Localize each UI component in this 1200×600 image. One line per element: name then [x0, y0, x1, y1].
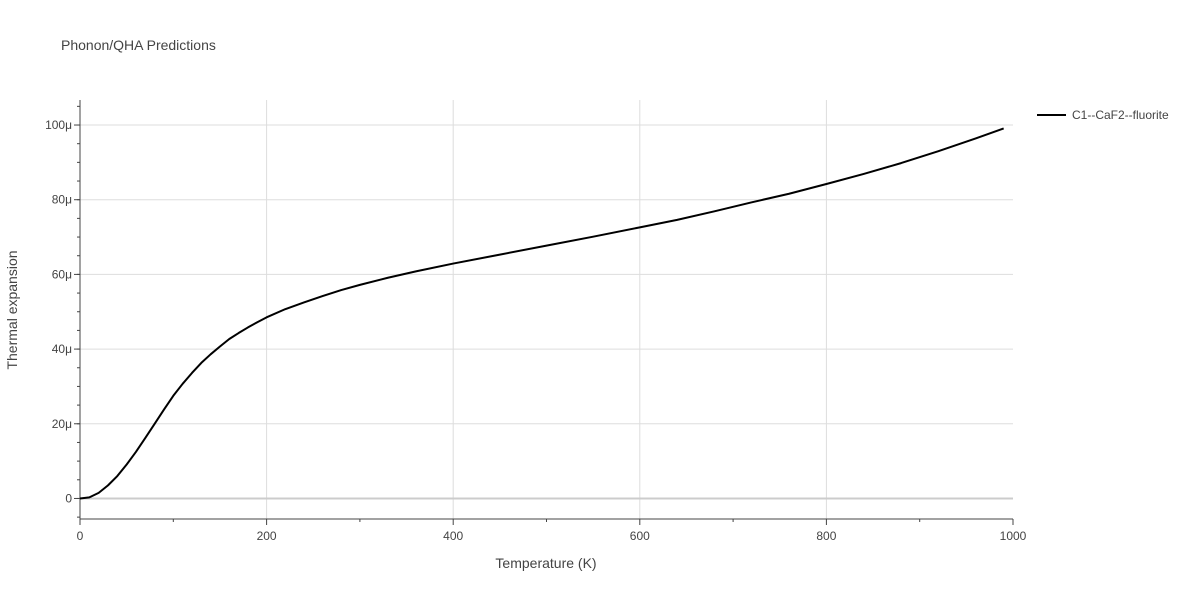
x-tick-label: 1000 — [1000, 529, 1027, 543]
legend[interactable]: C1--CaF2--fluorite — [1037, 108, 1169, 122]
y-tick-label: 40μ — [52, 342, 72, 356]
y-tick-label: 60μ — [52, 267, 72, 281]
x-tick-label: 600 — [630, 529, 650, 543]
x-axis-title: Temperature (K) — [495, 555, 596, 571]
series-group — [79, 127, 1005, 500]
x-tick-label: 800 — [816, 529, 836, 543]
legend-label: C1--CaF2--fluorite — [1072, 108, 1169, 122]
y-tick-label: 100μ — [45, 118, 72, 132]
x-tick-label: 200 — [257, 529, 277, 543]
x-tick-label: 0 — [77, 529, 84, 543]
y-tick-label: 20μ — [52, 417, 72, 431]
axes — [79, 100, 1013, 520]
y-tick-label: 0 — [65, 491, 72, 505]
y-tick-label: 80μ — [52, 193, 72, 207]
gridlines — [80, 100, 1013, 519]
y-axis-title: Thermal expansion — [4, 250, 20, 369]
ticks: 0 200 400 600 800 1000 0 20μ 40μ 60μ 80μ 100μ — [45, 105, 1027, 543]
chart-title: Phonon/QHA Predictions — [61, 37, 216, 53]
series-line-0[interactable] — [79, 127, 1005, 500]
x-tick-label: 400 — [443, 529, 463, 543]
